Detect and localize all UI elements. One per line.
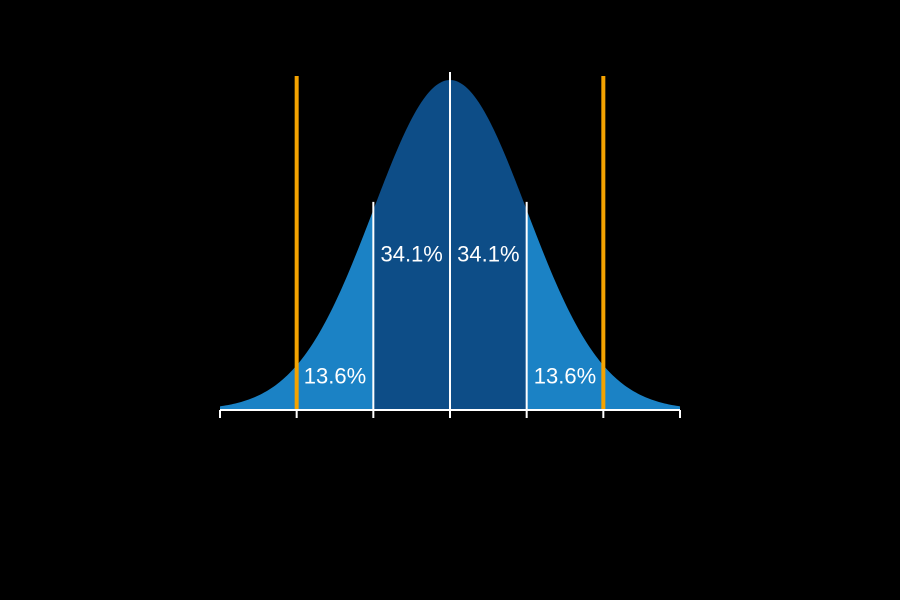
- region-label-4: 13.6%: [534, 364, 596, 389]
- region-label-5: 2.2%: [694, 370, 744, 395]
- region-label-0: 2 2: [175, 370, 206, 395]
- region-label-3: 34.1%: [457, 242, 519, 267]
- normal-distribution-chart: 2 2 13.6% 34.1% 34.1% 13.6% 2.2%: [0, 0, 900, 600]
- region-label-2: 34.1%: [380, 242, 442, 267]
- region-label-1: 13.6%: [304, 364, 366, 389]
